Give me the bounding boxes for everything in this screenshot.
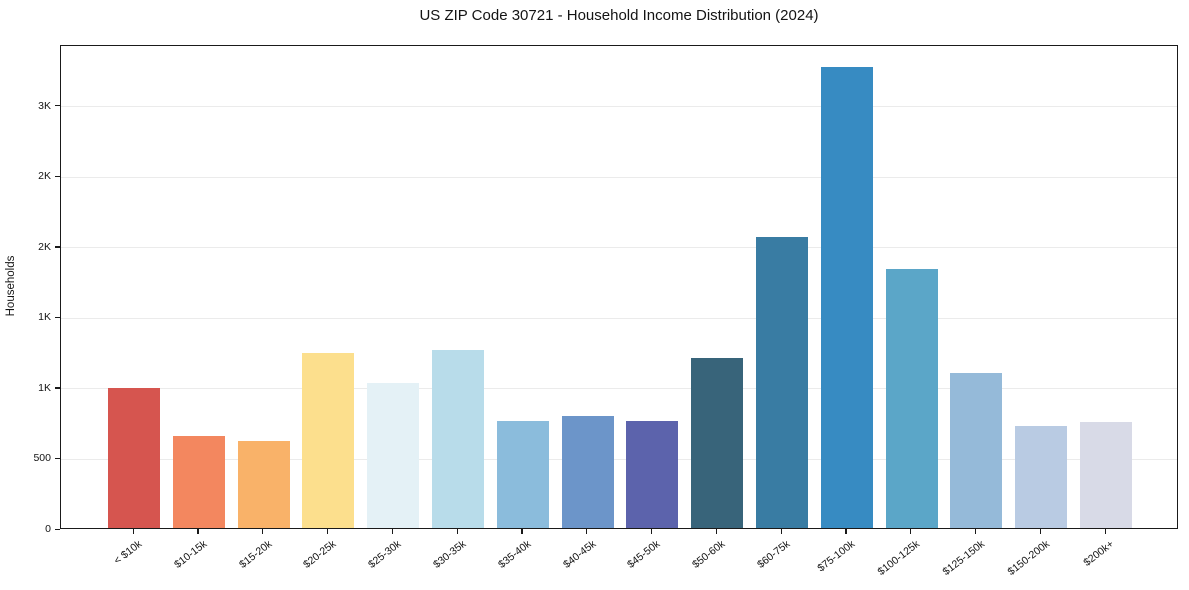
bar-10k	[108, 388, 160, 528]
bar-30-35k	[432, 349, 484, 528]
x-tick-label-text: $200k+	[1081, 538, 1117, 569]
bar-200k	[1080, 422, 1132, 528]
chart-title: US ZIP Code 30721 - Household Income Dis…	[419, 7, 819, 24]
y-tick-label: 0	[45, 523, 51, 535]
x-tick-mark	[1104, 529, 1106, 534]
y-tick-mark	[55, 175, 60, 178]
x-tick-label-text: $100-125k	[875, 538, 922, 579]
y-tick-mark	[55, 105, 60, 107]
x-tick-mark	[780, 529, 782, 534]
x-tick-mark	[197, 529, 199, 534]
gridline	[61, 458, 1177, 460]
bar-35-40k	[496, 421, 549, 528]
bar-75-100k	[820, 67, 873, 528]
plot-area	[60, 45, 1178, 529]
y-tick-mark	[55, 246, 60, 248]
x-tick-label-text: $50-60k	[690, 538, 728, 571]
x-tick-mark	[974, 529, 977, 534]
y-tick-label: 1K	[38, 381, 51, 394]
x-tick-label-text: $45-50k	[625, 538, 663, 571]
x-tick-label-text: $15-20k	[236, 538, 274, 571]
x-tick-label-text: $125-150k	[940, 538, 987, 579]
x-tick-label-text: $60-75k	[755, 538, 793, 571]
bar-45-50k	[626, 421, 679, 528]
bar-125-150k	[950, 372, 1003, 528]
gridline	[61, 388, 1177, 390]
bar-150-200k	[1015, 426, 1068, 528]
bar-20-25k	[302, 353, 355, 528]
x-tick-mark	[262, 529, 264, 534]
x-tick-mark	[1039, 529, 1041, 534]
x-tick-mark	[650, 529, 653, 534]
x-tick-mark	[586, 529, 588, 534]
x-tick-label-text: $30-35k	[431, 538, 469, 571]
gridline	[61, 106, 1177, 108]
y-tick-mark	[55, 528, 60, 530]
bar-40-45k	[561, 415, 614, 528]
x-tick-mark	[456, 529, 458, 534]
x-tick-label-text: < $10k	[111, 538, 145, 568]
bar-25-30k	[367, 382, 420, 528]
x-tick-mark	[715, 529, 717, 534]
y-tick-mark	[55, 457, 60, 460]
x-tick-label-text: $35-40k	[495, 538, 534, 571]
y-tick-mark	[55, 387, 60, 389]
x-tick-label-text: $25-30k	[366, 538, 404, 571]
y-tick-label: 1K	[38, 311, 51, 324]
bar-10-15k	[172, 436, 225, 528]
y-tick-label: 2K	[38, 240, 51, 253]
gridline	[61, 176, 1177, 178]
x-tick-mark	[910, 529, 912, 534]
y-tick-label: 500	[33, 452, 51, 465]
y-tick-label: 2K	[38, 170, 51, 183]
x-tick-label-text: $75-100k	[815, 538, 858, 575]
y-tick-label: 3K	[38, 99, 51, 112]
x-tick-mark	[132, 529, 134, 534]
bar-60-75k	[756, 237, 808, 528]
x-tick-label-text: $150-200k	[1005, 538, 1052, 579]
x-tick-mark	[391, 529, 393, 534]
x-tick-mark	[845, 529, 847, 534]
gridline	[61, 247, 1177, 249]
x-tick-mark	[521, 529, 523, 534]
x-tick-label-text: $10-15k	[171, 538, 210, 571]
x-tick-mark	[326, 529, 329, 534]
bar-100-125k	[885, 269, 938, 528]
x-tick-label-text: $40-45k	[560, 538, 598, 571]
x-tick-label-text: $20-25k	[301, 538, 339, 571]
bar-50-60k	[691, 357, 744, 528]
bar-15-20k	[237, 440, 290, 528]
y-tick-mark	[55, 316, 60, 319]
gridline	[61, 317, 1177, 319]
